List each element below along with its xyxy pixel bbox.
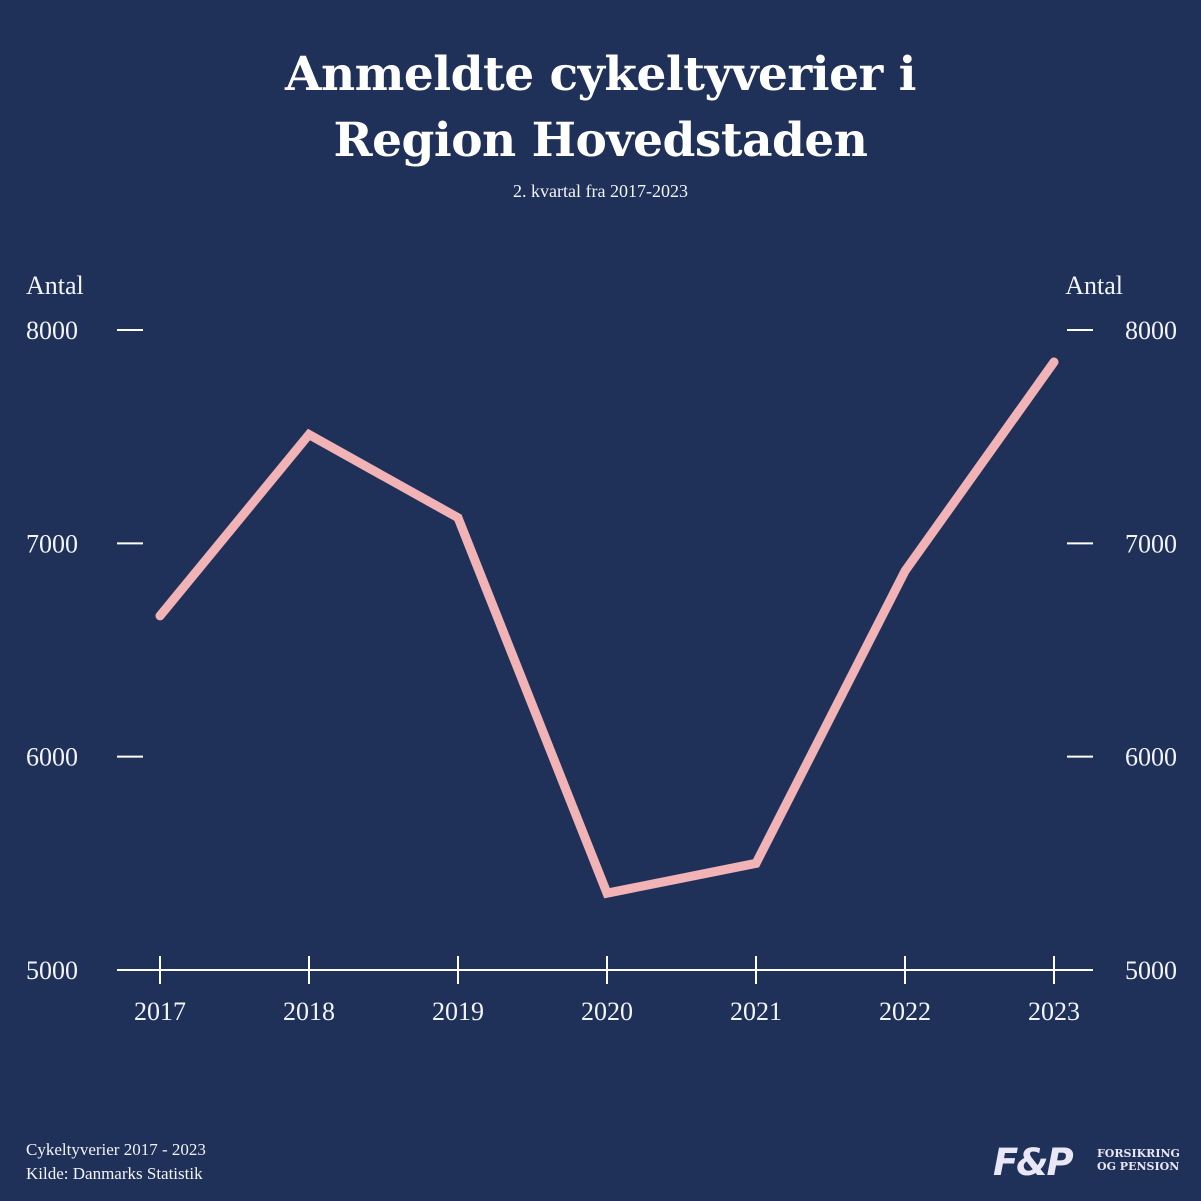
footer-source: Cykeltyverier 2017 - 2023 Kilde: Danmark… (26, 1138, 206, 1186)
x-axis: 2017 2018 2019 2020 2021 2022 2023 (134, 956, 1080, 1026)
logo-text-line-1: FORSIKRING (1097, 1147, 1180, 1160)
y-tick-label-left: 7000 (26, 529, 78, 558)
footer-line-1: Cykeltyverier 2017 - 2023 (26, 1140, 206, 1159)
x-tick-label: 2018 (283, 997, 335, 1026)
x-tick-label: 2023 (1028, 997, 1080, 1026)
chart-subtitle: 2. kvartal fra 2017-2023 (513, 181, 688, 201)
y-tick-label-left: 8000 (26, 316, 78, 345)
y-tick-label-right: 6000 (1125, 743, 1177, 772)
x-tick-label: 2019 (432, 997, 484, 1026)
x-tick-label: 2020 (581, 997, 633, 1026)
logo-mark: F&P (993, 1141, 1074, 1184)
series-points (159, 361, 1055, 894)
series-line (155, 357, 1059, 899)
chart-title-line-1: Anmeldte cykeltyverier i (285, 47, 916, 102)
footer-line-2: Kilde: Danmarks Statistik (26, 1164, 203, 1183)
y-tick-label-right: 5000 (1125, 956, 1177, 985)
x-tick-label: 2017 (134, 997, 186, 1026)
logo-text-line-2: OG PENSION (1097, 1160, 1180, 1173)
chart-title: Anmeldte cykeltyverier i Region Hovedsta… (0, 42, 1201, 174)
y-tick-label-left: 5000 (26, 956, 78, 985)
brand-logo: F&P FORSIKRING OG PENSION (993, 1141, 1183, 1185)
y-tick-label-right: 7000 (1125, 529, 1177, 558)
chart-title-line-2: Region Hovedstaden (333, 113, 868, 168)
logo-text: FORSIKRING OG PENSION (1097, 1147, 1180, 1173)
y-tick-label-left: 6000 (26, 743, 78, 772)
y-axis-label-left: Antal (26, 271, 84, 300)
x-tick-label: 2021 (730, 997, 782, 1026)
y-tick-label-right: 8000 (1125, 316, 1177, 345)
y-axis-left: 5000 6000 7000 8000 (26, 316, 143, 985)
y-axis-label-right: Antal (1065, 271, 1123, 300)
x-tick-label: 2022 (879, 997, 931, 1026)
y-axis-right: 5000 6000 7000 8000 (1067, 316, 1177, 985)
